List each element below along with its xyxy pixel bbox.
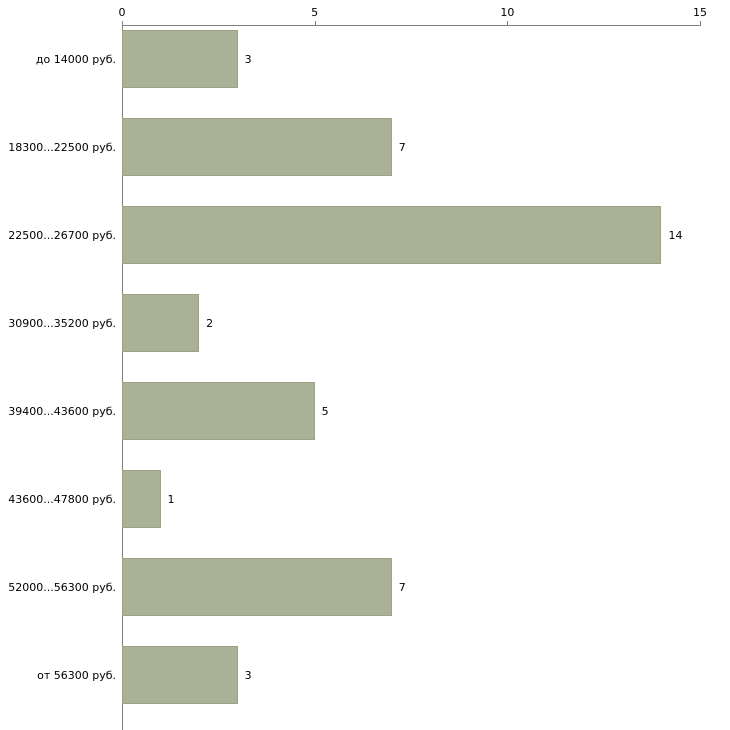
bar bbox=[122, 382, 315, 440]
x-axis-tick-label: 5 bbox=[311, 6, 319, 19]
category-label: до 14000 руб. bbox=[35, 52, 116, 66]
bar-row: 30900...35200 руб. 2 bbox=[0, 294, 730, 352]
category-label: 43600...47800 руб. bbox=[8, 492, 116, 506]
x-axis-tick-label: 0 bbox=[118, 6, 126, 19]
bar bbox=[122, 118, 392, 176]
bar-row: 52000...56300 руб. 7 bbox=[0, 558, 730, 616]
x-axis-tick bbox=[314, 21, 316, 26]
x-axis-tick bbox=[700, 21, 701, 26]
value-label: 1 bbox=[167, 492, 175, 506]
value-label: 3 bbox=[244, 52, 252, 66]
bar bbox=[122, 206, 662, 264]
bar bbox=[122, 294, 200, 352]
bar bbox=[122, 558, 392, 616]
bar-row: 43600...47800 руб. 1 bbox=[0, 470, 730, 528]
x-axis-tick-label: 15 bbox=[693, 6, 707, 19]
category-label: от 56300 руб. bbox=[37, 668, 116, 682]
bar-row: 22500...26700 руб. 14 bbox=[0, 206, 730, 264]
x-axis-tick-label: 10 bbox=[500, 6, 515, 19]
value-label: 3 bbox=[244, 668, 252, 682]
category-label: 18300...22500 руб. bbox=[8, 140, 116, 154]
bar-row: до 14000 руб. 3 bbox=[0, 30, 730, 88]
x-axis-tick bbox=[507, 21, 509, 26]
bar-row: 18300...22500 руб. 7 bbox=[0, 118, 730, 176]
y-axis-line bbox=[122, 25, 123, 730]
value-label: 7 bbox=[398, 140, 406, 154]
bar bbox=[122, 470, 161, 528]
bar bbox=[122, 30, 238, 88]
value-label: 7 bbox=[398, 580, 406, 594]
category-label: 52000...56300 руб. bbox=[8, 580, 116, 594]
category-label: 22500...26700 руб. bbox=[8, 228, 116, 242]
x-axis-line bbox=[122, 25, 701, 26]
bar bbox=[122, 646, 238, 704]
category-label: 30900...35200 руб. bbox=[8, 316, 116, 330]
value-label: 2 bbox=[206, 316, 214, 330]
bar-row: от 56300 руб. 3 bbox=[0, 646, 730, 704]
value-label: 5 bbox=[321, 404, 329, 418]
x-axis-tick bbox=[122, 21, 123, 26]
bar-row: 39400...43600 руб. 5 bbox=[0, 382, 730, 440]
value-label: 14 bbox=[668, 228, 683, 242]
category-label: 39400...43600 руб. bbox=[8, 404, 116, 418]
